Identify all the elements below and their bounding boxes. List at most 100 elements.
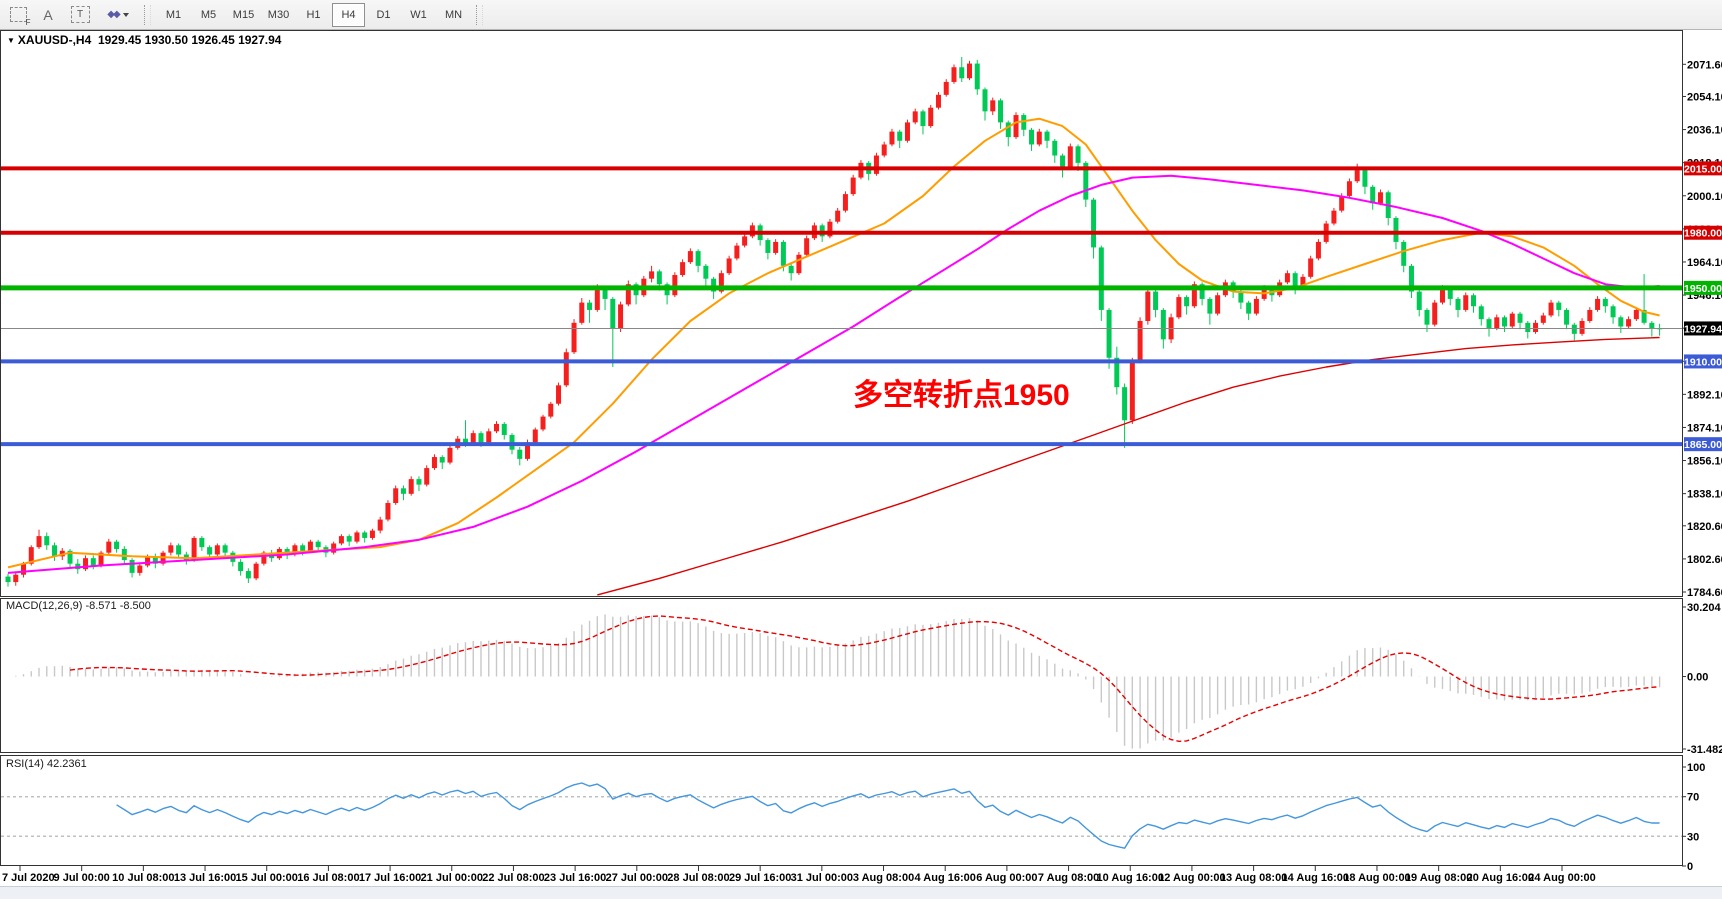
candle-body bbox=[36, 536, 42, 548]
timeframe-button-H1[interactable]: H1 bbox=[306, 8, 321, 21]
date-axis-label: 12 Aug 00:00 bbox=[1158, 872, 1225, 884]
candle-body bbox=[1408, 265, 1414, 292]
candle-body bbox=[1091, 199, 1097, 248]
candle-body bbox=[393, 488, 399, 504]
candle-body bbox=[556, 385, 562, 404]
candle-body bbox=[67, 550, 73, 564]
candle-body bbox=[1548, 302, 1554, 316]
candle-body bbox=[680, 262, 686, 276]
candle-body bbox=[1486, 319, 1492, 329]
candle-body bbox=[1013, 115, 1019, 138]
current-price-badge-text: 1927.94 bbox=[1684, 323, 1722, 335]
candle-body bbox=[1602, 298, 1608, 307]
support-1910-badge-text: 1910.00 bbox=[1684, 356, 1722, 368]
candle-body bbox=[1052, 140, 1058, 156]
candle-body bbox=[253, 563, 259, 579]
candle-body bbox=[1029, 129, 1035, 145]
candle-body bbox=[1284, 273, 1290, 283]
date-axis-label: 27 Jul 00:00 bbox=[606, 872, 668, 884]
candle-body bbox=[765, 240, 771, 253]
text-label-tool-button[interactable]: T bbox=[64, 2, 96, 28]
candle-body bbox=[904, 122, 910, 141]
collapse-triangle-icon[interactable]: ▼ bbox=[7, 36, 15, 45]
candle-body bbox=[827, 221, 833, 237]
candle-body bbox=[385, 503, 391, 520]
candle-body bbox=[742, 236, 748, 246]
price-axis-label: 1874.10 bbox=[1687, 422, 1722, 434]
candle-body bbox=[1106, 309, 1112, 358]
candle-body bbox=[416, 479, 422, 485]
timeframe-button-M15[interactable]: M15 bbox=[232, 8, 255, 21]
candle-body bbox=[1184, 297, 1190, 307]
candle-body bbox=[439, 457, 445, 463]
candle-body bbox=[1036, 131, 1042, 145]
candle-body bbox=[114, 541, 120, 549]
date-axis-label: 22 Jul 08:00 bbox=[482, 872, 544, 884]
candle-body bbox=[563, 352, 569, 386]
candle-body bbox=[982, 89, 988, 112]
macd-axis-label: 0.00 bbox=[1687, 672, 1708, 684]
candle-body bbox=[1122, 387, 1128, 421]
candle-body bbox=[943, 81, 949, 95]
candle-body bbox=[897, 131, 903, 141]
candle-body bbox=[1129, 361, 1135, 421]
candle-body bbox=[377, 519, 383, 531]
candle-body bbox=[44, 536, 50, 546]
price-axis-label: 1892.10 bbox=[1687, 389, 1722, 401]
candle-body bbox=[1525, 322, 1531, 333]
candle-body bbox=[238, 561, 244, 572]
candle-body bbox=[1137, 320, 1143, 362]
candle-body bbox=[548, 403, 554, 417]
candle-body bbox=[1463, 295, 1469, 310]
rsi-line bbox=[116, 782, 1660, 849]
pivot-1950-badge-text: 1950.00 bbox=[1684, 283, 1722, 295]
price-axis-label: 2000.10 bbox=[1687, 191, 1722, 203]
ma-slow-red bbox=[597, 336, 1660, 596]
resistance-1980-badge-text: 1980.00 bbox=[1684, 228, 1722, 240]
timeframe-button-MN[interactable]: MN bbox=[444, 8, 463, 21]
candle-body bbox=[928, 107, 934, 127]
candle-body bbox=[687, 251, 693, 263]
macd-signal-line bbox=[69, 615, 1660, 743]
candle-body bbox=[1215, 295, 1221, 314]
chart-text-annotation[interactable]: 多空转折点1950 bbox=[853, 379, 1070, 412]
timeframe-button-D1[interactable]: D1 bbox=[376, 8, 391, 21]
candle-body bbox=[1075, 146, 1081, 163]
candle-body bbox=[517, 449, 523, 459]
candle-body bbox=[602, 287, 608, 299]
shapes-tool-button[interactable]: ◆◆ bbox=[98, 2, 138, 28]
support-1865-badge-text: 1865.00 bbox=[1684, 439, 1722, 451]
timeframe-button-M5[interactable]: M5 bbox=[200, 8, 217, 21]
candle-body bbox=[1579, 320, 1585, 334]
candle-body bbox=[1478, 306, 1484, 320]
chart-shift-tool-button[interactable]: F bbox=[4, 2, 32, 28]
dropdown-caret-icon bbox=[122, 12, 129, 17]
price-axis-label: 1964.10 bbox=[1687, 257, 1722, 269]
candle-body bbox=[300, 545, 306, 551]
candle-body bbox=[83, 558, 89, 570]
candle-body bbox=[804, 238, 810, 255]
candle-body bbox=[1176, 297, 1182, 318]
date-axis-label: 24 Aug 00:00 bbox=[1528, 872, 1595, 884]
candle-body bbox=[1060, 155, 1066, 169]
candle-body bbox=[1346, 181, 1352, 196]
candle-body bbox=[1246, 302, 1252, 314]
candle-body bbox=[1564, 309, 1570, 325]
timeframe-button-W1[interactable]: W1 bbox=[410, 8, 427, 21]
timeframe-button-M30[interactable]: M30 bbox=[267, 8, 290, 21]
text-tool-button[interactable]: A bbox=[34, 2, 62, 28]
rsi-axis-label: 30 bbox=[1687, 831, 1699, 843]
symbol-name: XAUUSD-,H4 bbox=[17, 33, 92, 47]
candle-body bbox=[331, 543, 337, 553]
date-axis-label: 18 Aug 00:00 bbox=[1343, 872, 1410, 884]
macd-indicator-label: MACD(12,26,9) -8.571 -8.500 bbox=[6, 600, 151, 612]
timeframe-button-M1[interactable]: M1 bbox=[165, 8, 182, 21]
timeframe-button-H4[interactable]: H4 bbox=[332, 2, 365, 27]
candle-body bbox=[788, 265, 794, 274]
candle-body bbox=[307, 541, 313, 551]
candle-body bbox=[1556, 302, 1562, 310]
candle-body bbox=[1377, 192, 1383, 204]
date-axis-label: 21 Jul 00:00 bbox=[421, 872, 483, 884]
